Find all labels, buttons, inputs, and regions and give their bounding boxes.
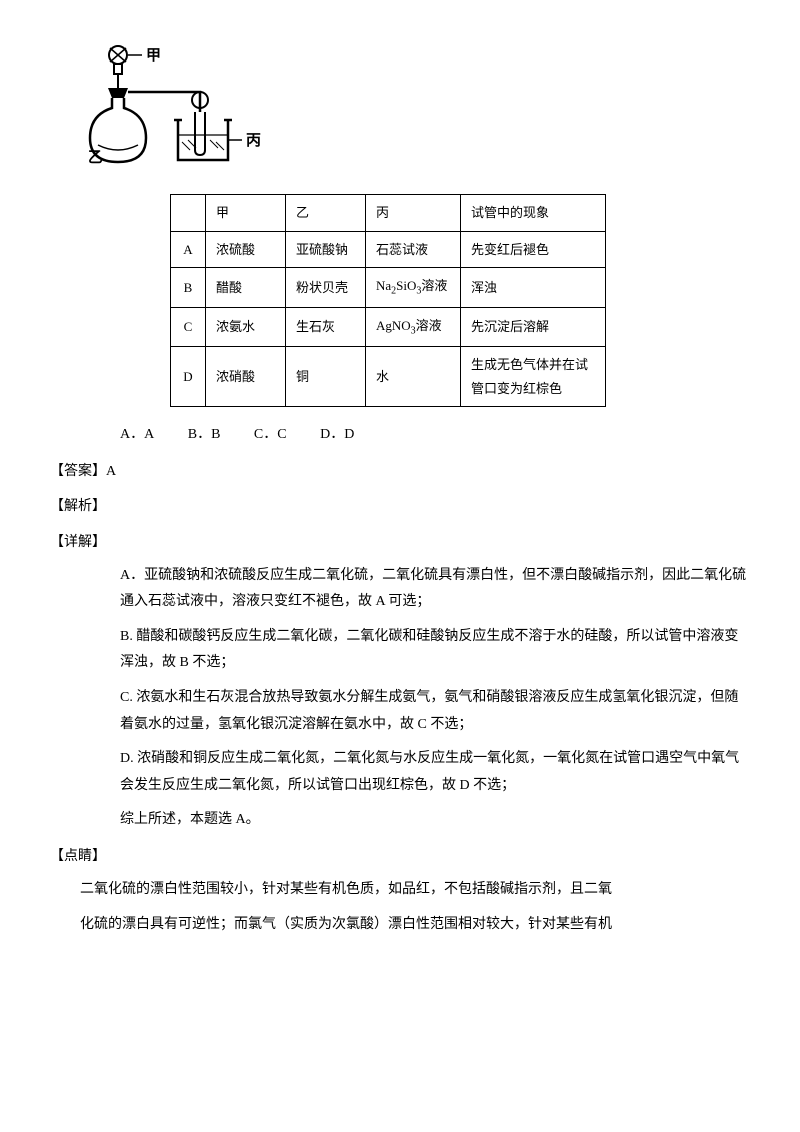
detail-c: C. 浓氨水和生石灰混合放热导致氨水分解生成氨气，氨气和硝酸银溶液反应生成氢氧化…: [120, 685, 750, 738]
tip-line2: 化硫的漂白具有可逆性；而氯气（实质为次氯酸）漂白性范围相对较大，针对某些有机: [80, 912, 750, 939]
label-jia: 甲: [146, 47, 161, 64]
table-header-row: 甲 乙 丙 试管中的现象: [171, 195, 606, 231]
table-row: C 浓氨水 生石灰 AgNO3溶液 先沉淀后溶解: [171, 307, 606, 347]
th-bing: 丙: [366, 195, 461, 231]
detail-label: 【详解】: [50, 530, 750, 555]
label-bing: 丙: [246, 132, 261, 149]
option-a: A．A: [120, 427, 154, 442]
detail-body: A．亚硫酸钠和浓硫酸反应生成二氧化硫，二氧化硫具有漂白性，但不漂白酸碱指示剂，因…: [120, 563, 750, 834]
tip-label: 【点睛】: [50, 844, 750, 869]
tip-line1: 二氧化硫的漂白性范围较小，针对某些有机色质，如品红，不包括酸碱指示剂，且二氧: [80, 877, 750, 904]
th-blank: [171, 195, 206, 231]
option-d: D．D: [320, 427, 354, 442]
option-c: C．C: [254, 427, 287, 442]
explain-label: 【解析】: [50, 494, 750, 519]
experiment-table: 甲 乙 丙 试管中的现象 A 浓硫酸 亚硫酸钠 石蕊试液 先变红后褪色 B 醋酸…: [170, 194, 750, 407]
table-row: A 浓硫酸 亚硫酸钠 石蕊试液 先变红后褪色: [171, 231, 606, 267]
th-jia: 甲: [206, 195, 286, 231]
detail-d: D. 浓硝酸和铜反应生成二氧化氮，二氧化氮与水反应生成一氧化氮，一氧化氮在试管口…: [120, 746, 750, 799]
detail-a: A．亚硫酸钠和浓硫酸反应生成二氧化硫，二氧化硫具有漂白性，但不漂白酸碱指示剂，因…: [120, 563, 750, 616]
answer-label: 【答案】A: [50, 459, 750, 484]
detail-b: B. 醋酸和碳酸钙反应生成二氧化碳，二氧化碳和硅酸钠反应生成不溶于水的硅酸，所以…: [120, 624, 750, 677]
th-yi: 乙: [286, 195, 366, 231]
option-b: B．B: [188, 427, 221, 442]
answer-options: A．A B．B C．C D．D: [120, 422, 750, 447]
th-phenomenon: 试管中的现象: [461, 195, 606, 231]
tip-body: 二氧化硫的漂白性范围较小，针对某些有机色质，如品红，不包括酸碱指示剂，且二氧 化…: [80, 877, 750, 938]
table-row: B 醋酸 粉状贝壳 Na2SiO3溶液 浑浊: [171, 267, 606, 307]
table-row: D 浓硝酸 铜 水 生成无色气体并在试管口变为红棕色: [171, 347, 606, 407]
label-yi: 乙: [88, 150, 103, 166]
apparatus-diagram: 甲 乙 丙: [70, 40, 750, 179]
detail-summary: 综上所述，本题选 A。: [120, 807, 750, 834]
